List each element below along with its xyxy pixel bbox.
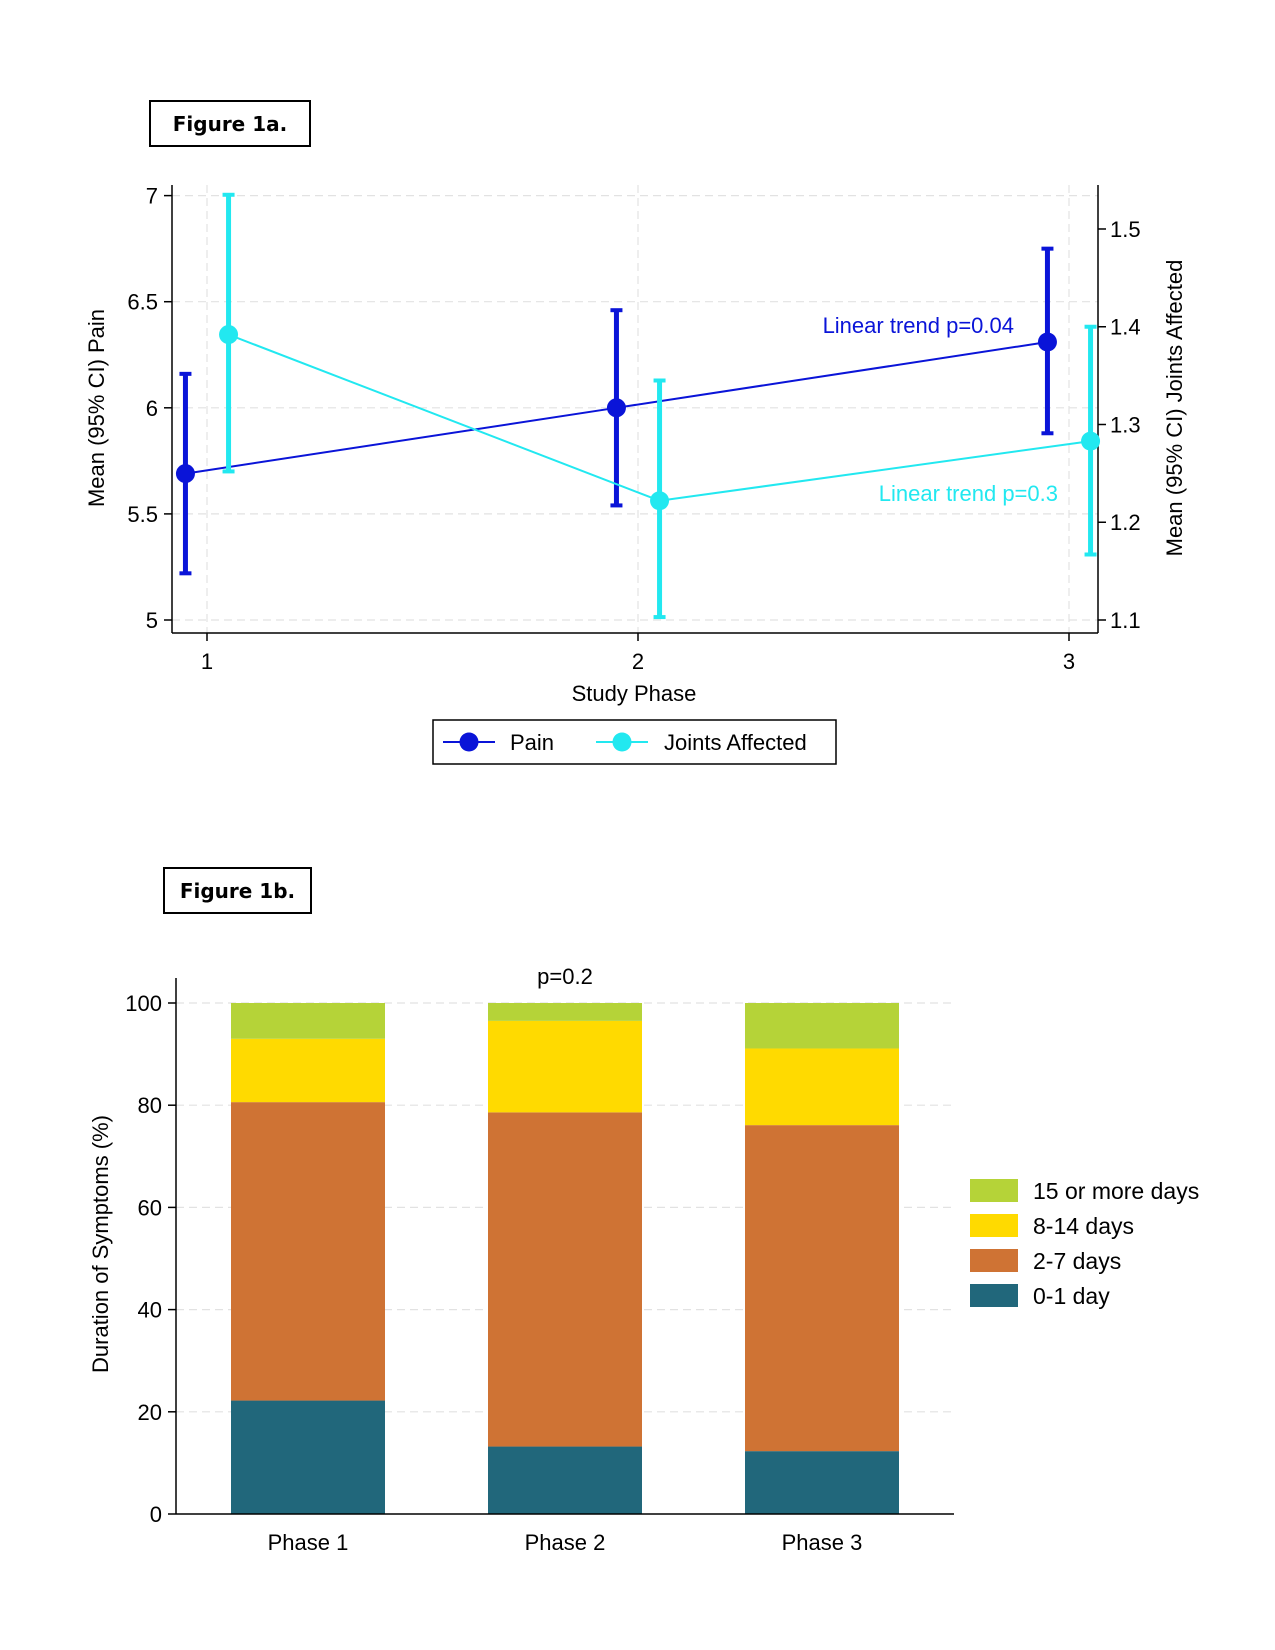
bar-segment-8-14-days: [488, 1020, 642, 1113]
line-chart-1a: 5 5.5 6 6.5 7 1.1 1.2 1.3 1.4 1.5 1 2 3 Study Phase Me…: [84, 184, 1187, 765]
figure-1a-label: Figure 1a.: [149, 100, 311, 147]
legend-marker-pain: [459, 732, 479, 752]
x-axis-title: Study Phase: [572, 681, 697, 706]
y-axis-title: Mean (95% CI) Pain: [84, 309, 109, 507]
bar-segment-0-1-day: [231, 1400, 385, 1514]
bar-segment-8-14-days: [745, 1048, 899, 1126]
trend-annotation-pain: Linear trend p=0.04: [823, 313, 1014, 338]
bar-segment-15-or-more-days: [488, 1003, 642, 1021]
chart-title-pvalue: p=0.2: [537, 964, 593, 989]
y-tick-label: 100: [125, 991, 162, 1016]
x-tick-label: 2: [632, 649, 644, 674]
bar-segment-2-7-days: [231, 1102, 385, 1401]
figure-1b-label: Figure 1b.: [163, 867, 312, 914]
legend-swatch: [970, 1179, 1018, 1202]
legend-label: 15 or more days: [1033, 1178, 1199, 1204]
legend-label: 0-1 day: [1033, 1283, 1110, 1309]
y-tick-label: 6: [146, 396, 158, 421]
legend-1b: 15 or more days 8-14 days 2-7 days 0-1 day: [970, 1178, 1199, 1309]
bar-segment-15-or-more-days: [231, 1003, 385, 1039]
legend-swatch: [970, 1249, 1018, 1272]
y2-tick-label: 1.4: [1110, 315, 1141, 340]
y-tick-label: 20: [138, 1400, 162, 1425]
bar-segment-8-14-days: [231, 1038, 385, 1103]
y-tick-label: 80: [138, 1093, 162, 1118]
data-point: [1037, 332, 1057, 352]
x-tick-label: Phase 3: [782, 1530, 863, 1555]
data-point: [650, 491, 670, 511]
bar-segment-15-or-more-days: [745, 1003, 899, 1049]
y2-axis-title: Mean (95% CI) Joints Affected: [1162, 260, 1187, 557]
x-tick-label: Phase 1: [268, 1530, 349, 1555]
y-tick-label: 6.5: [127, 290, 158, 315]
bar-segment-0-1-day: [745, 1451, 899, 1514]
y2-tick-label: 1.1: [1110, 608, 1141, 633]
bar-segment-2-7-days: [488, 1112, 642, 1447]
y-tick-label: 5: [146, 608, 158, 633]
y-tick-label: 0: [150, 1502, 162, 1527]
bar-segment-2-7-days: [745, 1125, 899, 1452]
legend-label: 2-7 days: [1033, 1248, 1121, 1274]
y2-tick-label: 1.5: [1110, 217, 1141, 242]
legend-swatch: [970, 1214, 1018, 1237]
legend-label: 8-14 days: [1033, 1213, 1134, 1239]
data-point: [175, 464, 195, 484]
trend-annotation-joints: Linear trend p=0.3: [879, 481, 1058, 506]
legend-1a: Pain Joints Affected: [432, 719, 837, 765]
y2-tick-label: 1.2: [1110, 510, 1141, 535]
x-tick-label: 1: [201, 649, 213, 674]
data-point: [606, 398, 626, 418]
legend-label-joints: Joints Affected: [664, 730, 807, 755]
y-tick-label: 7: [146, 184, 158, 209]
y-tick-label: 60: [138, 1195, 162, 1220]
y2-tick-label: 1.3: [1110, 412, 1141, 437]
y-tick-label: 5.5: [127, 502, 158, 527]
y-tick-label: 40: [138, 1298, 162, 1323]
x-tick-label: 3: [1063, 649, 1075, 674]
data-point: [1081, 431, 1101, 451]
legend-swatch: [970, 1284, 1018, 1307]
y-axis-title: Duration of Symptoms (%): [88, 1115, 113, 1373]
bar-segment-0-1-day: [488, 1446, 642, 1514]
legend-label-pain: Pain: [510, 730, 554, 755]
legend-marker-joints: [612, 732, 632, 752]
x-tick-label: Phase 2: [525, 1530, 606, 1555]
data-point: [219, 325, 239, 345]
